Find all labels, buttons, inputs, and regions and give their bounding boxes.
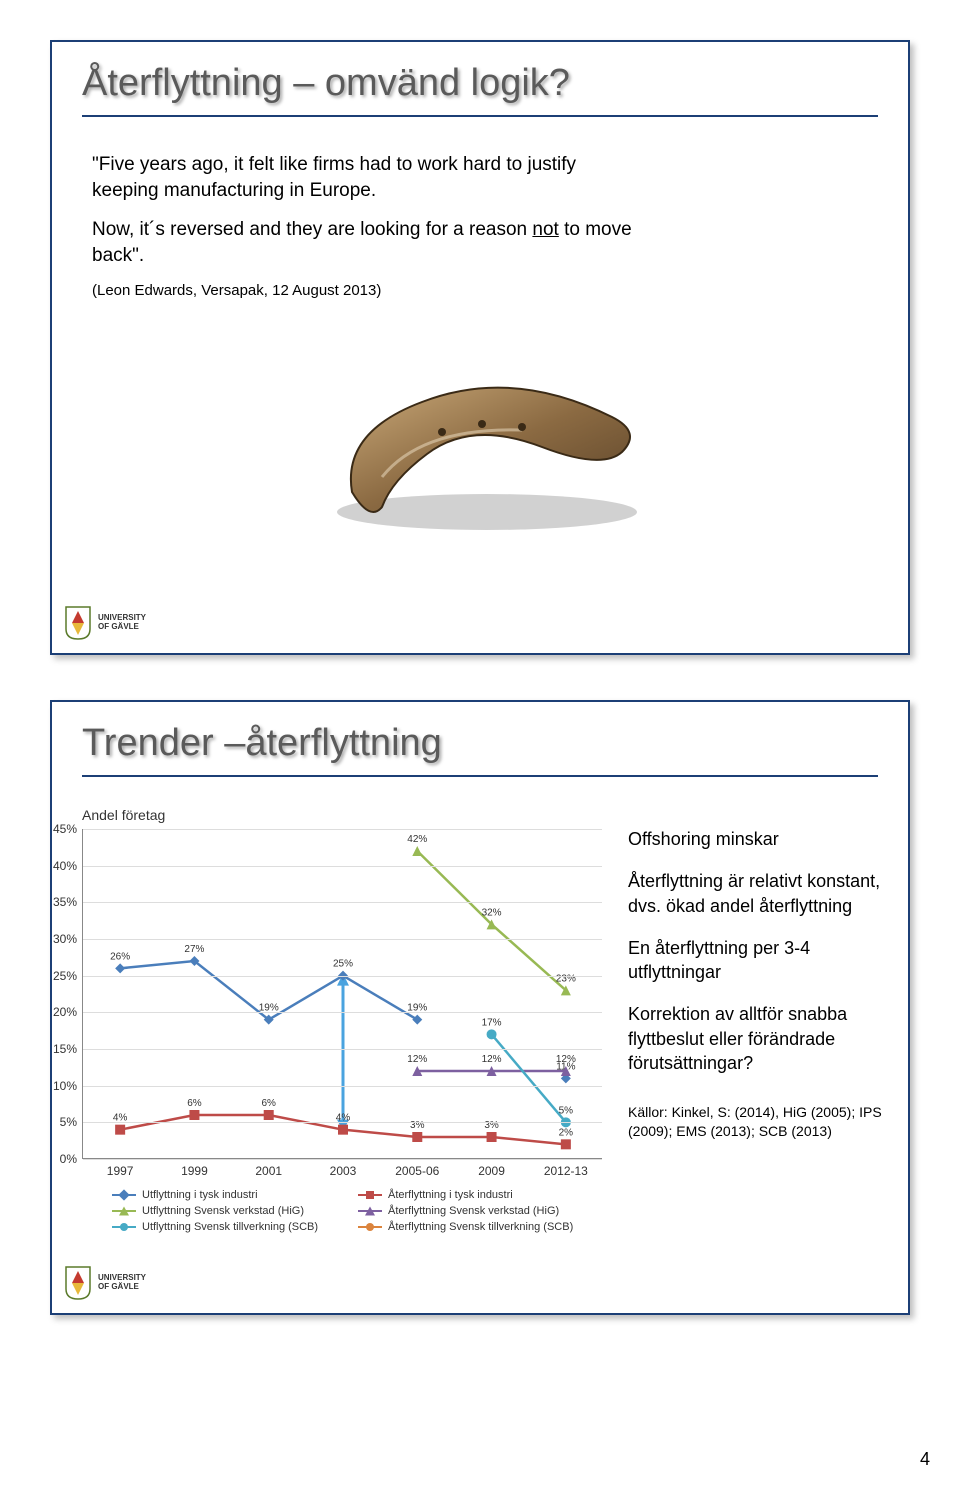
y-tick: 0% xyxy=(43,1152,77,1166)
slide2-title: Trender –återflyttning xyxy=(52,702,908,770)
y-tick: 45% xyxy=(43,822,77,836)
y-tick: 15% xyxy=(43,1042,77,1056)
legend-item: Utflyttning Svensk verkstad (HiG) xyxy=(112,1205,346,1217)
quote-source: (Leon Edwards, Versapak, 12 August 2013) xyxy=(92,281,632,301)
svg-text:6%: 6% xyxy=(187,1098,202,1109)
chart-area: Andel företag 26%27%19%25%19%11%4%6%6%4%… xyxy=(82,807,602,1247)
y-tick: 40% xyxy=(43,859,77,873)
svg-text:25%: 25% xyxy=(333,959,353,970)
svg-text:6%: 6% xyxy=(261,1098,276,1109)
y-tick: 20% xyxy=(43,1005,77,1019)
logo-text-2: UNIVERSITY OF GÄVLE xyxy=(98,1274,146,1292)
x-tick: 1999 xyxy=(181,1164,208,1178)
title-divider xyxy=(82,115,878,117)
quote-p1: "Five years ago, it felt like firms had … xyxy=(92,152,632,203)
legend-item: Utflyttning Svensk tillverkning (SCB) xyxy=(112,1221,346,1233)
logo-emblem xyxy=(64,605,92,641)
legend-item: Utflyttning i tysk industri xyxy=(112,1189,346,1201)
university-logo: UNIVERSITY OF GÄVLE xyxy=(64,605,146,641)
chart-ylabel: Andel företag xyxy=(82,807,602,823)
legend-item: Återflyttning i tysk industri xyxy=(358,1189,592,1201)
x-tick: 2005-06 xyxy=(395,1164,439,1178)
source-note: Källor: Kinkel, S: (2014), HiG (2005); I… xyxy=(628,1103,883,1141)
page-number: 4 xyxy=(920,1449,930,1470)
logo-text: UNIVERSITY OF GÄVLE xyxy=(98,614,146,632)
note-3: En återflyttning per 3-4 utflyttningar xyxy=(628,936,883,985)
chart-plot: 26%27%19%25%19%11%4%6%6%4%3%3%2%42%32%23… xyxy=(82,829,602,1159)
x-tick: 1997 xyxy=(107,1164,134,1178)
x-tick: 2009 xyxy=(478,1164,505,1178)
note-1: Offshoring minskar xyxy=(628,827,883,851)
logo-emblem-2 xyxy=(64,1265,92,1301)
y-tick: 35% xyxy=(43,895,77,909)
x-tick: 2001 xyxy=(255,1164,282,1178)
legend-item: Återflyttning Svensk verkstad (HiG) xyxy=(358,1205,592,1217)
svg-text:42%: 42% xyxy=(407,834,427,845)
y-tick: 25% xyxy=(43,969,77,983)
chart-legend: Utflyttning i tysk industri Återflyttning… xyxy=(82,1189,602,1233)
x-tick: 2012-13 xyxy=(544,1164,588,1178)
x-tick: 2003 xyxy=(330,1164,357,1178)
y-tick: 5% xyxy=(43,1115,77,1129)
svg-text:12%: 12% xyxy=(556,1054,576,1065)
legend-label: Utflyttning i tysk industri xyxy=(142,1189,258,1201)
slide1-title: Återflyttning – omvänd logik? xyxy=(52,42,908,110)
slide-2: Trender –återflyttning Andel företag 26%… xyxy=(50,700,910,1315)
legend-label: Återflyttning Svensk tillverkning (SCB) xyxy=(388,1221,573,1233)
legend-label: Återflyttning Svensk verkstad (HiG) xyxy=(388,1205,559,1217)
y-tick: 30% xyxy=(43,932,77,946)
svg-text:26%: 26% xyxy=(110,951,130,962)
legend-label: Återflyttning i tysk industri xyxy=(388,1189,513,1201)
legend-item: Återflyttning Svensk tillverkning (SCB) xyxy=(358,1221,592,1233)
y-tick: 10% xyxy=(43,1079,77,1093)
quote-p2: Now, it´s reversed and they are looking … xyxy=(92,217,632,268)
boomerang-image xyxy=(312,362,652,542)
note-2: Återflyttning är relativt konstant, dvs.… xyxy=(628,869,883,918)
svg-text:12%: 12% xyxy=(482,1054,502,1065)
svg-text:5%: 5% xyxy=(559,1105,574,1116)
university-logo-2: UNIVERSITY OF GÄVLE xyxy=(64,1265,146,1301)
slide-1: Återflyttning – omvänd logik? "Five year… xyxy=(50,40,910,655)
legend-label: Utflyttning Svensk tillverkning (SCB) xyxy=(142,1221,318,1233)
title-divider-2 xyxy=(82,775,878,777)
chart-svg: 26%27%19%25%19%11%4%6%6%4%3%3%2%42%32%23… xyxy=(83,829,602,1158)
side-notes: Offshoring minskar Återflyttning är rela… xyxy=(628,827,883,1159)
svg-text:27%: 27% xyxy=(184,944,204,955)
svg-text:17%: 17% xyxy=(482,1017,502,1028)
legend-label: Utflyttning Svensk verkstad (HiG) xyxy=(142,1205,304,1217)
svg-text:32%: 32% xyxy=(482,907,502,918)
note-4: Korrektion av alltför snabba flyttbeslut… xyxy=(628,1002,883,1075)
quote-box: "Five years ago, it felt like firms had … xyxy=(82,142,642,311)
svg-text:12%: 12% xyxy=(407,1054,427,1065)
svg-text:2%: 2% xyxy=(559,1127,574,1138)
